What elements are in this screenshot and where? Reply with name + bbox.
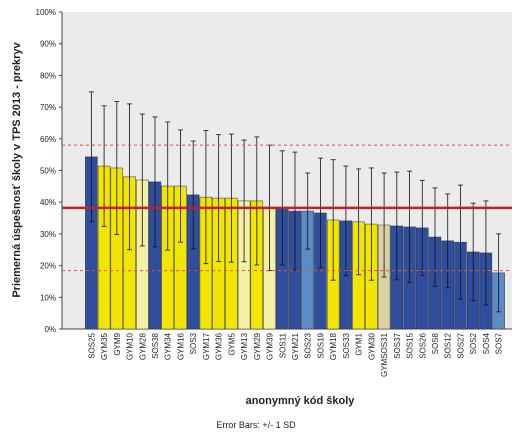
x-tick-label: GYM21 bbox=[291, 332, 300, 360]
x-tick-label: GYM10 bbox=[126, 332, 135, 360]
x-tick-label: GYM17 bbox=[202, 332, 211, 360]
x-tick-label: SOS26 bbox=[418, 332, 427, 358]
x-tick-label: GYM9 bbox=[113, 332, 122, 355]
error-bar bbox=[419, 179, 425, 276]
x-tick-label: SOS12 bbox=[444, 332, 453, 358]
y-tick-label: 10% bbox=[40, 293, 56, 302]
error-bar bbox=[101, 105, 107, 227]
y-tick-label: 30% bbox=[40, 230, 56, 239]
error-bar bbox=[317, 157, 323, 269]
error-bar bbox=[407, 170, 413, 284]
x-tick-label: GYM18 bbox=[329, 332, 338, 360]
x-tick-label: GYM34 bbox=[164, 332, 173, 360]
x-tick-label: GYM28 bbox=[138, 332, 147, 360]
x-tick-label: SOS19 bbox=[316, 332, 325, 358]
error-bar bbox=[343, 165, 349, 277]
error-bar bbox=[470, 202, 476, 302]
error-bar bbox=[305, 172, 311, 250]
x-tick-label: SOS38 bbox=[151, 332, 160, 358]
error-bar bbox=[88, 91, 94, 223]
x-tick-label: SOS4 bbox=[482, 332, 491, 354]
error-bar bbox=[241, 139, 247, 263]
x-tick-label: GYM5 bbox=[227, 332, 236, 355]
error-bar bbox=[177, 129, 183, 243]
x-tick-label: SOS25 bbox=[87, 332, 96, 358]
error-bar bbox=[190, 140, 196, 250]
x-tick-label: GYM13 bbox=[240, 332, 249, 360]
error-bar bbox=[496, 233, 502, 313]
error-bar bbox=[292, 151, 298, 271]
error-bar bbox=[381, 172, 387, 278]
x-axis-title: anonymný kód školy bbox=[246, 395, 356, 407]
error-bar bbox=[203, 130, 209, 265]
x-tick-label: GYM36 bbox=[215, 332, 224, 360]
x-tick-label: GYM29 bbox=[253, 332, 262, 360]
error-bar bbox=[432, 187, 438, 287]
error-bar bbox=[228, 133, 234, 263]
error-bar bbox=[445, 193, 451, 289]
error-bar bbox=[139, 113, 145, 247]
x-tick-label: GYM1 bbox=[355, 332, 364, 355]
x-tick-label: GYMSOS31 bbox=[380, 332, 389, 377]
y-tick-label: 50% bbox=[40, 167, 56, 176]
y-tick-label: 20% bbox=[40, 262, 56, 271]
x-tick-label: GYM39 bbox=[266, 332, 275, 360]
x-tick-label: GYM30 bbox=[367, 332, 376, 360]
error-bar bbox=[330, 159, 336, 281]
footnote: Error Bars: +/- 1 SD bbox=[216, 420, 296, 430]
x-tick-label: SOS23 bbox=[304, 332, 313, 358]
x-tick-label: SOS2 bbox=[469, 332, 478, 354]
y-axis-title: Priemerná úspešnosť školy v TPS 2013 - p… bbox=[11, 41, 23, 297]
error-bar bbox=[165, 121, 171, 251]
x-tick-label: SOS27 bbox=[456, 332, 465, 358]
y-tick-label: 40% bbox=[40, 198, 56, 207]
y-tick-label: 60% bbox=[40, 135, 56, 144]
y-tick-label: 90% bbox=[40, 40, 56, 49]
x-tick-label: SOS15 bbox=[406, 332, 415, 358]
error-bar bbox=[394, 171, 400, 281]
x-tick-label: SOS11 bbox=[278, 332, 287, 358]
x-tick-label: SOS7 bbox=[495, 332, 504, 354]
y-tick-label: 0% bbox=[44, 325, 56, 334]
error-bar bbox=[483, 200, 489, 306]
x-tick-label: SOS3 bbox=[189, 332, 198, 354]
error-bar bbox=[216, 134, 222, 262]
error-bar bbox=[368, 167, 374, 281]
y-tick-label: 70% bbox=[40, 103, 56, 112]
error-bar bbox=[127, 103, 133, 251]
error-bar bbox=[254, 136, 260, 266]
error-bar bbox=[152, 116, 158, 248]
x-tick-label: SOS8 bbox=[431, 332, 440, 354]
x-tick-label: GYM16 bbox=[176, 332, 185, 360]
x-tick-label: SOS37 bbox=[393, 332, 402, 358]
error-bar bbox=[114, 100, 120, 235]
x-tick-label: GYM35 bbox=[100, 332, 109, 360]
x-tick-label: SOS33 bbox=[342, 332, 351, 358]
y-tick-label: 100% bbox=[36, 8, 56, 17]
error-bar bbox=[356, 168, 362, 276]
error-bar bbox=[457, 184, 463, 300]
y-tick-label: 80% bbox=[40, 71, 56, 80]
